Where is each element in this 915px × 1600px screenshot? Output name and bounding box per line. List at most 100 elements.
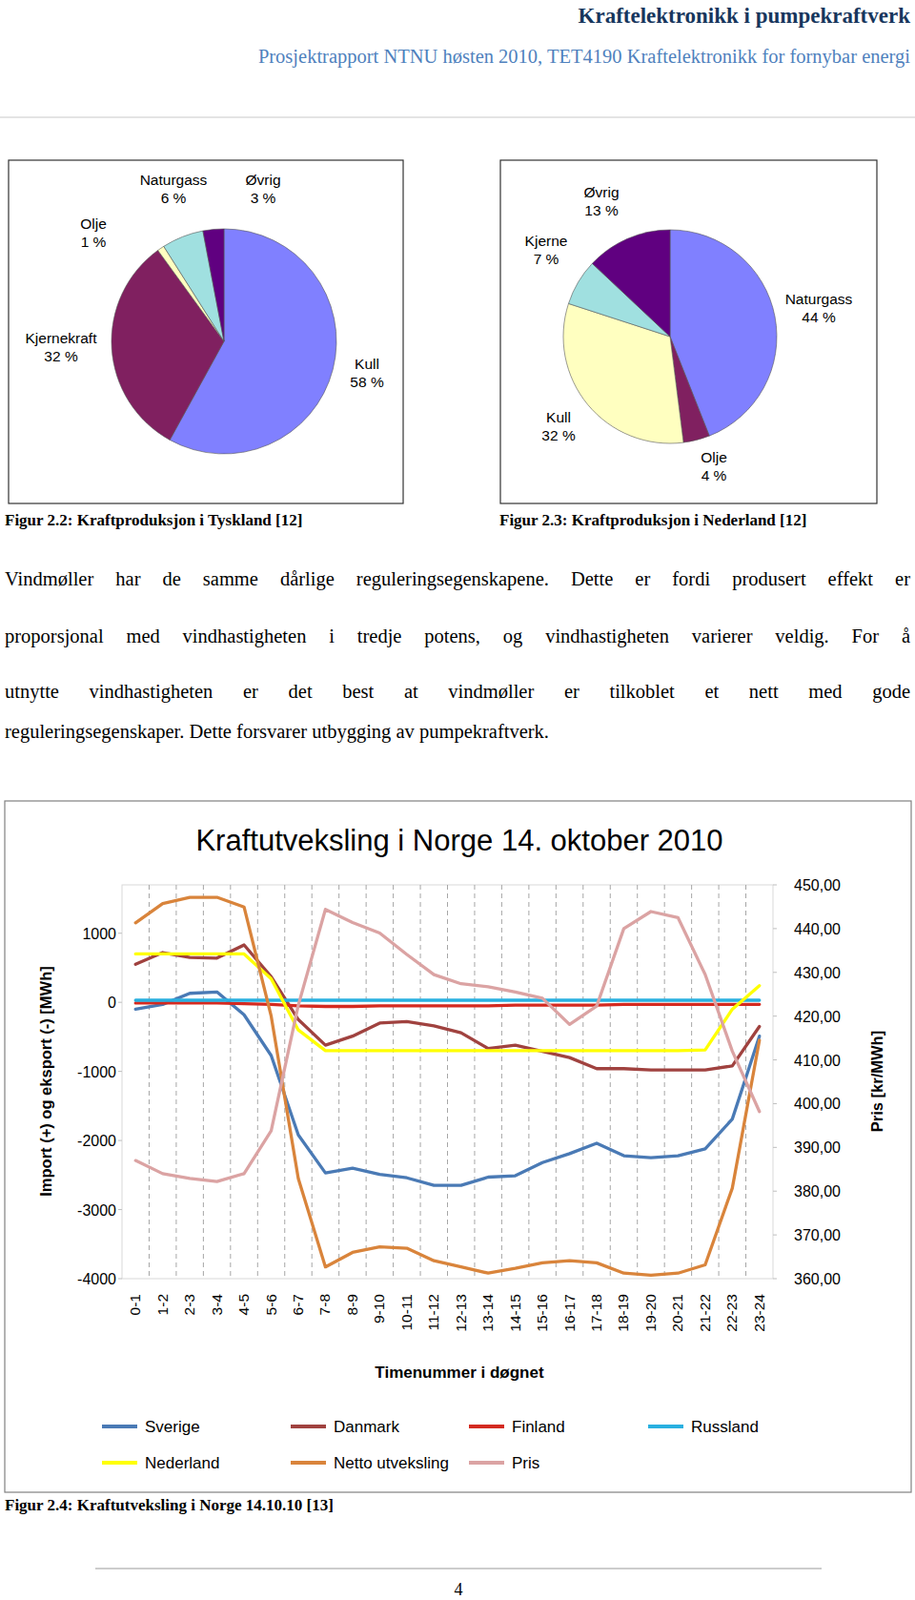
slice-value: 44 % (801, 308, 836, 326)
tick-mark (772, 1278, 777, 1280)
x-tick-label: 0-1 (126, 1293, 143, 1315)
y2-tick-label: 420,00 (793, 1008, 841, 1025)
grid-line (203, 884, 204, 1279)
legend-label: Netto utveksling (333, 1453, 449, 1472)
x-tick-label: 2-3 (181, 1293, 198, 1315)
word: produsert (732, 568, 812, 590)
x-tick-label: 20-21 (669, 1293, 686, 1332)
legend-label: Danmark (333, 1417, 400, 1436)
series-line (135, 1002, 760, 1007)
word: proporsjonal (4, 625, 109, 648)
y2-tick-label: 390,00 (793, 1138, 841, 1156)
word: har (115, 568, 145, 590)
legend-swatch (290, 1423, 326, 1428)
x-tick-label: 10-11 (398, 1293, 415, 1331)
slice-value: 1 % (81, 233, 107, 250)
series-line (135, 944, 760, 1070)
grid-line (447, 884, 448, 1279)
word: reguleringsegenskapene. (356, 568, 554, 590)
word: forsvarer (236, 720, 312, 742)
tick-mark (118, 1070, 122, 1072)
y-axis-title: Import (+) og eksport (-) [MWh] (37, 965, 55, 1197)
series-line (135, 909, 760, 1181)
word: Dette (570, 568, 619, 590)
grid-line (636, 884, 638, 1279)
slice-value: 32 % (43, 347, 79, 365)
chart-frame (4, 800, 912, 1492)
pie-chart: Naturgass44 %Olje4 %Kull32 %Kjerne7 %Øvr… (500, 160, 877, 504)
x-tick-label: 9-10 (370, 1293, 387, 1323)
pie-slice (203, 228, 224, 342)
x-tick-label: 22-23 (723, 1293, 740, 1332)
word: med (125, 625, 164, 647)
word: best (342, 680, 379, 702)
word: effekt (828, 568, 879, 590)
grid-line (175, 884, 177, 1279)
grid-line (257, 884, 259, 1279)
x-tick-label: 11-12 (425, 1293, 442, 1331)
slice-label: Kull (354, 355, 380, 372)
slice-value: 13 % (584, 202, 619, 219)
grid-line (420, 884, 422, 1279)
x-tick-label: 6-7 (289, 1293, 306, 1315)
word: å (901, 625, 911, 647)
tick-mark (118, 1001, 122, 1003)
header-title: Kraftelektronikk i pumpekraftverk (578, 3, 912, 28)
word: dårlige (280, 568, 340, 590)
x-axis-title: Timenummer i døgnet (374, 1362, 545, 1382)
tick-mark (772, 1015, 777, 1017)
y-tick-label: 1000 (81, 925, 117, 942)
word: pumpekraftverk. (419, 720, 549, 743)
grid-line (555, 884, 557, 1279)
grid-line (610, 884, 611, 1279)
page: { "header": { "title": "Kraftelektronikk… (0, 0, 915, 1600)
x-tick-label: 16-17 (561, 1293, 578, 1332)
chart-frame (8, 160, 404, 504)
series-line (135, 991, 760, 1185)
word: gode (872, 680, 911, 703)
y2-tick-label: 440,00 (793, 920, 841, 937)
word: med (808, 680, 847, 702)
grid-line (148, 884, 150, 1279)
series-group (135, 896, 760, 1275)
y-tick-label: -1000 (77, 1063, 117, 1080)
word: og (503, 625, 529, 648)
word: er (564, 680, 585, 702)
legend-label: Sverige (144, 1417, 201, 1436)
y2-tick-label: 430,00 (793, 964, 841, 981)
x-tick-label: 21-22 (696, 1293, 713, 1332)
legend-swatch (101, 1460, 138, 1464)
x-tick-label: 13-14 (479, 1293, 496, 1332)
grid-line (664, 884, 666, 1279)
word: vindmøller (447, 680, 539, 702)
tick-mark (772, 971, 777, 973)
word: fordi (671, 568, 715, 590)
word: For (852, 625, 885, 647)
slice-value: 32 % (541, 427, 576, 444)
word: er (894, 568, 911, 590)
word: reguleringsegenskaper. (4, 720, 190, 743)
x-tick-label: 17-18 (588, 1293, 605, 1332)
slice-label: Øvrig (583, 183, 619, 201)
slice-label: Naturgass (785, 290, 854, 307)
chart-frame (500, 160, 877, 504)
x-tick-label: 14-15 (507, 1293, 524, 1332)
legend-label: Nederland (144, 1453, 220, 1472)
body-line: Vindmøller har de samme dårlige reguleri… (4, 568, 911, 590)
x-tick-label: 7-8 (316, 1293, 333, 1315)
figure-caption: Figur 2.2: Kraftproduksjon i Tyskland [1… (4, 510, 303, 529)
x-tick-label: 23-24 (751, 1293, 768, 1332)
slice-label: Øvrig (244, 171, 281, 188)
word: et (704, 680, 724, 702)
legend-swatch (648, 1423, 684, 1428)
slice-label: Kjernekraft (25, 329, 99, 346)
grid-line (501, 884, 503, 1279)
x-tick-label: 1-2 (154, 1293, 171, 1315)
slice-value: 7 % (533, 250, 560, 267)
word: potens, (424, 625, 486, 648)
word: utnytte (4, 680, 64, 703)
word: i (328, 625, 340, 647)
figure-caption: Figur 2.3: Kraftproduksjon i Nederland [… (499, 510, 807, 529)
plot-frame (122, 884, 773, 1279)
y2-tick-label: 400,00 (793, 1095, 841, 1112)
